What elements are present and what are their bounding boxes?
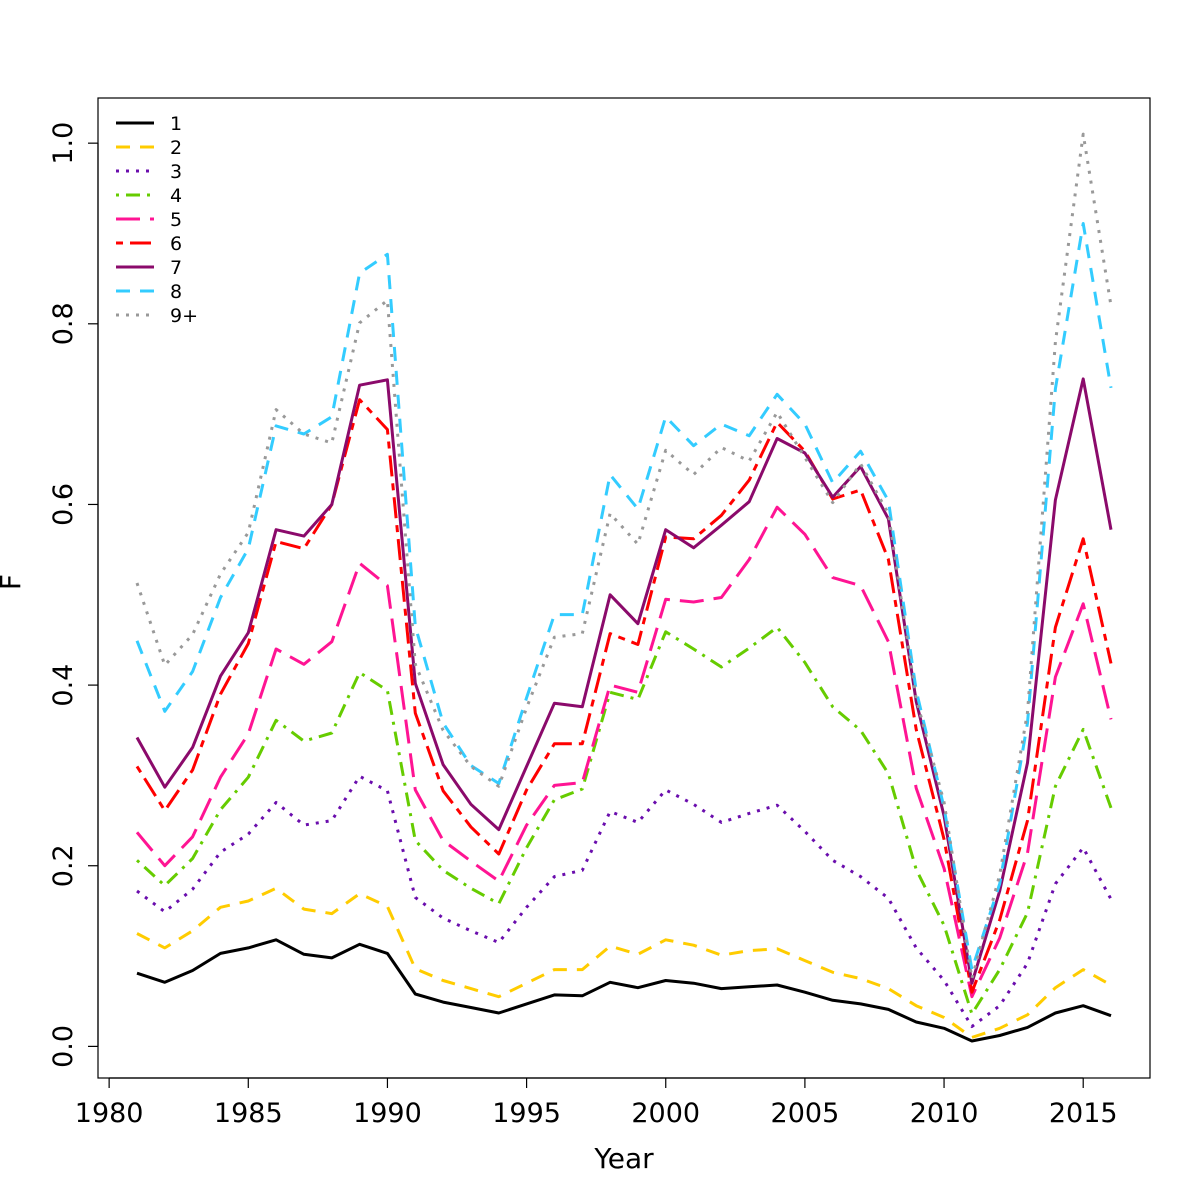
legend-label: 2: [170, 137, 182, 159]
x-tick-label: 2010: [910, 1098, 979, 1129]
series-line-2: [136, 886, 1112, 1039]
y-tick-label: 1.0: [48, 122, 79, 165]
series-line-6: [135, 398, 1113, 994]
x-tick-label: 2000: [631, 1098, 700, 1129]
series-line-3: [136, 774, 1113, 1028]
legend-label: 3: [170, 161, 182, 183]
x-tick-label: 1985: [214, 1098, 283, 1129]
plot-frame: [97, 97, 1151, 1079]
x-axis: 1980 1985 1990 1995 2000 2005 2010 2015: [75, 1077, 1118, 1129]
legend-label: 8: [170, 281, 182, 303]
legend-label: 7: [170, 257, 182, 279]
y-tick-label: 0.4: [48, 664, 79, 707]
legend-label: 5: [170, 209, 182, 231]
x-tick-label: 2015: [1049, 1098, 1118, 1129]
x-tick-label: 2005: [771, 1098, 840, 1129]
series-line-9plus: [135, 132, 1113, 981]
x-tick-label: 1995: [492, 1098, 561, 1129]
legend-label: 1: [170, 113, 182, 135]
y-tick-label: 0.8: [48, 302, 79, 345]
x-axis-title: Year: [593, 1142, 654, 1175]
y-tick-label: 0.2: [48, 844, 79, 887]
series-layer: [135, 132, 1113, 1043]
x-tick-label: 1990: [353, 1098, 422, 1129]
y-axis: 0.0 0.2 0.4 0.6 0.8 1.0: [48, 122, 99, 1068]
y-tick-label: 0.6: [48, 483, 79, 526]
y-tick-label: 0.0: [48, 1025, 79, 1068]
series-line-8: [135, 222, 1113, 972]
series-line-5: [135, 505, 1113, 999]
series-line-1: [136, 938, 1112, 1043]
series-line-7: [135, 377, 1113, 985]
legend-label: 4: [170, 185, 182, 207]
legend-label: 9+: [170, 305, 198, 327]
legend-label: 6: [170, 233, 182, 255]
series-line-4: [135, 625, 1113, 1016]
x-tick-label: 1980: [75, 1098, 144, 1129]
y-axis-title: F: [0, 574, 27, 590]
